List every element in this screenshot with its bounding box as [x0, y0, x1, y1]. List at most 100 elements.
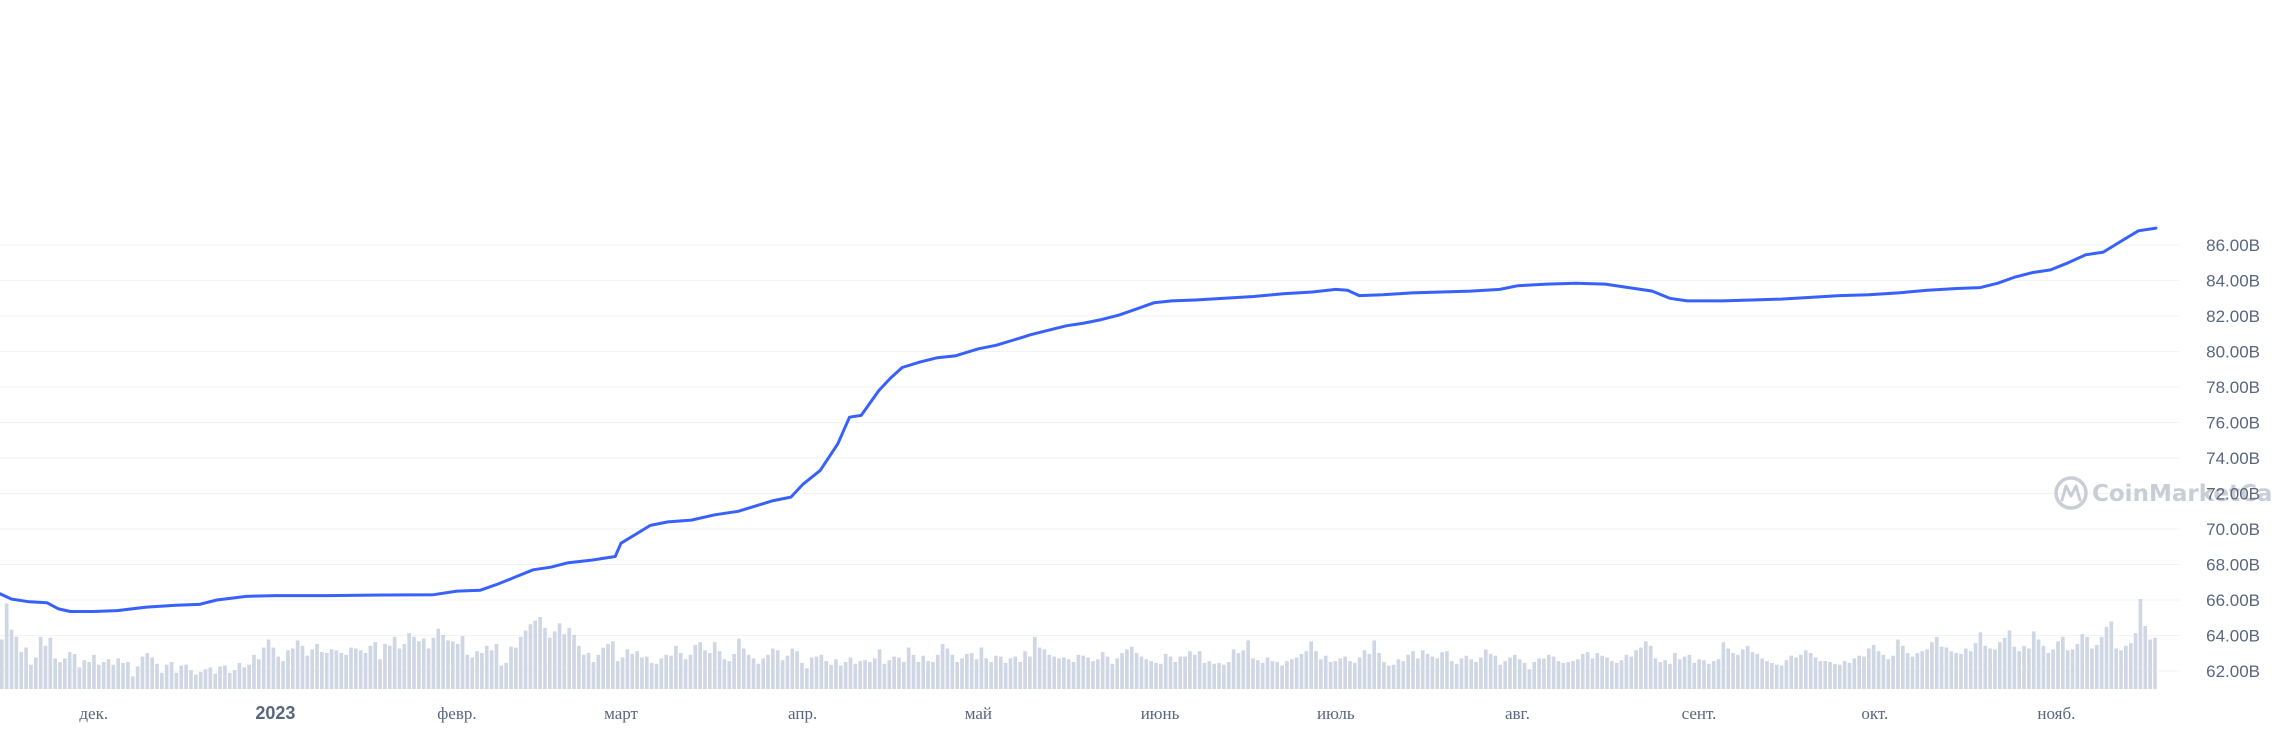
volume-bar [305, 655, 310, 689]
volume-bar [1939, 646, 1944, 689]
volume-bar [805, 668, 809, 689]
volume-bar [741, 648, 746, 689]
volume-bar [1716, 659, 1721, 689]
volume-bar [1183, 656, 1187, 689]
volume-bar [1435, 658, 1440, 689]
volume-bar [334, 650, 339, 689]
volume-bar [1095, 659, 1100, 689]
volume-bar [514, 647, 518, 689]
volume-bar [14, 636, 19, 689]
volume-bar [2128, 643, 2133, 689]
volume-bar [1498, 664, 1503, 689]
volume-bar [989, 662, 993, 689]
volume-bar [1304, 651, 1309, 689]
volume-bar [324, 653, 329, 689]
volume-bar [2124, 645, 2128, 689]
volume-bar [1202, 662, 1207, 689]
volume-bar [572, 635, 576, 689]
volume-bar [2041, 645, 2046, 689]
volume-bar [761, 658, 766, 689]
volume-bar [1794, 657, 1798, 689]
x-tick-label: нояб. [2037, 704, 2075, 723]
volume-bar [601, 647, 605, 689]
volume-bar [1915, 653, 1920, 689]
volume-bar [189, 670, 193, 689]
volume-bar [965, 653, 969, 689]
volume-bar [1173, 662, 1178, 689]
volume-bar [310, 649, 315, 689]
volume-bar [1978, 632, 1983, 689]
volume-bar [1289, 659, 1294, 689]
volume-bar [1993, 649, 1997, 689]
volume-bar [800, 662, 804, 689]
volume-bar [1968, 651, 1973, 689]
volume-bar [494, 644, 499, 689]
volume-bar [1265, 657, 1270, 689]
volume-bar [1003, 662, 1008, 689]
volume-bar [378, 659, 382, 689]
volume-bar [1401, 661, 1406, 689]
volume-bar [460, 635, 465, 689]
volume-bar [1256, 660, 1260, 689]
volume-bar [1028, 656, 1032, 689]
volume-bar [383, 644, 387, 689]
volume-bar [1750, 652, 1755, 689]
volume-bar [1159, 663, 1163, 689]
volume-bar [2036, 639, 2041, 689]
volume-bar [887, 660, 892, 689]
volume-bar [198, 671, 203, 689]
volume-bar [712, 642, 717, 689]
volume-bar [2109, 621, 2114, 689]
volume-bar [1139, 656, 1144, 689]
volume-bar [349, 647, 353, 689]
volume-bar [130, 676, 135, 689]
x-tick-label: окт. [1861, 704, 1888, 723]
volume-bar [683, 659, 688, 689]
volume-bar [1163, 653, 1168, 689]
volume-bar [1129, 646, 1134, 689]
volume-bar [208, 667, 213, 689]
volume-bar [1445, 651, 1449, 689]
volume-bar [562, 634, 567, 689]
volume-bar [868, 662, 872, 689]
volume-bar [1590, 658, 1595, 689]
volume-bar [1697, 659, 1701, 689]
volume-bar [1032, 636, 1037, 689]
volume-bar [1833, 663, 1837, 689]
volume-bars [0, 599, 2157, 689]
volume-bar [1634, 650, 1638, 689]
volume-bar [2153, 637, 2157, 689]
volume-bar [0, 639, 4, 689]
volume-bar [1959, 653, 1963, 689]
volume-bar [795, 651, 799, 689]
volume-bar [1018, 662, 1023, 689]
volume-bar [1081, 655, 1086, 689]
volume-bar [853, 663, 858, 689]
volume-bar [751, 658, 756, 689]
volume-bar [1464, 655, 1469, 689]
volume-bar [82, 660, 87, 689]
volume-bar [1134, 653, 1139, 689]
volume-bar [150, 657, 154, 689]
volume-bar [101, 662, 106, 689]
volume-bar [708, 653, 712, 689]
volume-bar [567, 627, 572, 689]
volume-bar [247, 664, 251, 689]
volume-bar [1294, 657, 1299, 689]
volume-bar [1808, 653, 1813, 689]
volume-bar [344, 654, 348, 689]
volume-bar [722, 659, 727, 689]
volume-bar [455, 644, 460, 689]
volume-bar [2007, 630, 2012, 689]
volume-bar [232, 670, 237, 689]
volume-bar [790, 648, 795, 689]
volume-bar [1818, 661, 1823, 689]
y-axis-labels: 62.00B 64.00B 66.00B 68.00B 70.00B 72.00B 74.0… [2206, 236, 2260, 681]
volume-bar [1954, 653, 1958, 689]
volume-bar [164, 664, 169, 689]
volume-bar [557, 623, 562, 689]
volume-bar [363, 653, 368, 689]
volume-bar [1668, 663, 1672, 689]
volume-bar [1614, 662, 1619, 689]
